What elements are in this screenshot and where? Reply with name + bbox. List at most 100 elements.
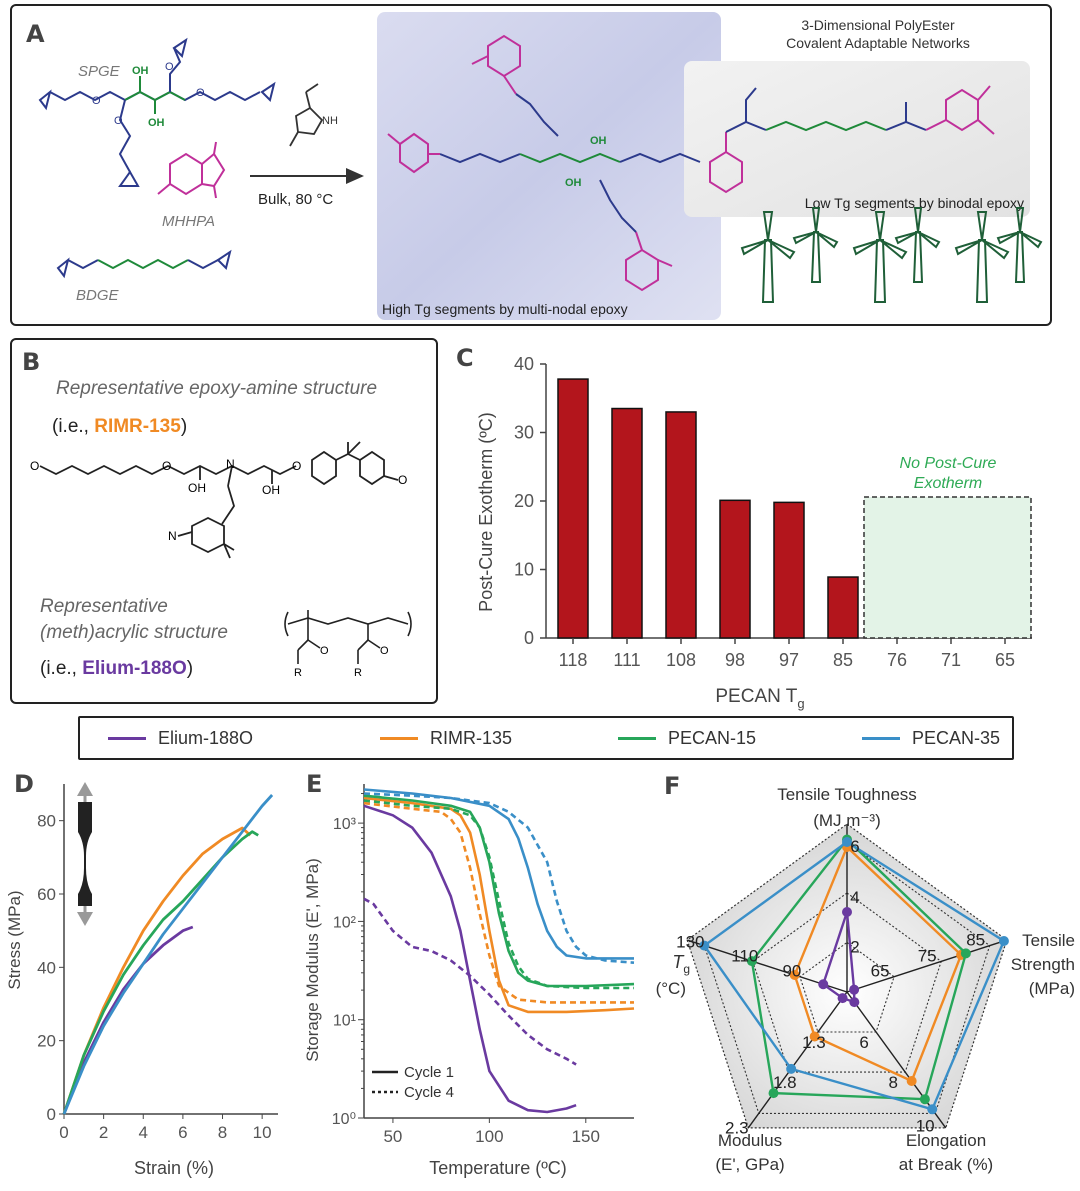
radar-tick-label: 6 bbox=[859, 1033, 868, 1052]
radar-polygon-pecan-15 bbox=[750, 837, 968, 1101]
b-o-left: O bbox=[30, 459, 39, 473]
radar-axis-name: Elongation bbox=[906, 1131, 986, 1150]
radar-spoke bbox=[747, 991, 848, 1129]
network-oh-1: OH bbox=[590, 135, 607, 147]
cycle4-label: Cycle 4 bbox=[404, 1084, 454, 1101]
chart-e-ytick-label: 10¹ bbox=[333, 1013, 356, 1030]
chart-c-xlabel: PECAN Tg bbox=[715, 686, 804, 711]
epoxy-amine-structure: O O N O O OH OH N bbox=[30, 441, 407, 559]
radar-point-rimr-135 bbox=[789, 970, 800, 981]
chart-c-ytick-label: 0 bbox=[524, 628, 534, 648]
acrylic-structure: O O R R bbox=[284, 610, 412, 679]
radar-point-rimr-135 bbox=[906, 1075, 917, 1086]
elium-prefix: (i.e., bbox=[40, 658, 83, 679]
property-radar-chart: 2 4 6 65 75 85 6 8 10 1.3 1.8 2.3 90 110 130 Tensile T… bbox=[656, 785, 1075, 1174]
pecan-title-line1: 3-Dimensional PolyEster bbox=[801, 17, 955, 33]
legend-label: RIMR-135 bbox=[430, 728, 513, 748]
chart-d-ylabel: Stress (MPa) bbox=[5, 890, 24, 989]
radar-point-elium-188o bbox=[849, 984, 860, 995]
radar-tick-label: 6 bbox=[850, 837, 859, 856]
catalyst-n-label: N bbox=[322, 115, 330, 127]
radar-tick-label: 1.3 bbox=[802, 1033, 826, 1052]
acrylic-o-1: O bbox=[320, 645, 329, 657]
spge-oh-2: OH bbox=[148, 117, 165, 129]
radar-axis-name: (MJ m⁻³) bbox=[813, 811, 881, 830]
bdge-label: BDGE bbox=[76, 287, 120, 304]
radar-axis-name: (E', GPa) bbox=[715, 1155, 784, 1174]
radar-tick-label: 2.3 bbox=[725, 1118, 749, 1137]
elium-suffix: ) bbox=[186, 658, 194, 679]
legend-label: PECAN-35 bbox=[912, 728, 1001, 748]
radar-point-pecan-15 bbox=[919, 1094, 930, 1105]
chart-c-xlabel-sub: g bbox=[797, 696, 804, 711]
acrylic-r-1: R bbox=[294, 667, 302, 679]
spge-label: SPGE bbox=[78, 63, 121, 80]
radar-axis-name: Strength bbox=[1011, 955, 1075, 974]
radar-ring bbox=[799, 941, 895, 1033]
radar-ticks: 2 4 6 65 75 85 6 8 10 1.3 1.8 2.3 90 110 130 bbox=[676, 837, 985, 1137]
chart-d-axes: 0 2 4 6 8 10 0 20 40 60 80 bbox=[37, 784, 278, 1142]
chart-d-ytick-label: 40 bbox=[37, 958, 56, 977]
legend-item-elium-188o: Elium-188O bbox=[108, 728, 253, 749]
cycle1-label: Cycle 1 bbox=[404, 1064, 454, 1081]
spge-molecule bbox=[38, 37, 276, 187]
stress-line-pecan-35 bbox=[62, 794, 274, 1115]
panel-e-label: E bbox=[306, 770, 323, 798]
series-legend: Elium-188O RIMR-135 PECAN-15 PECAN-35 bbox=[78, 716, 1014, 760]
radar-tick-label: 130 bbox=[676, 933, 704, 952]
radar-tick-label: 4 bbox=[850, 888, 859, 907]
chart-c-ytick-label: 10 bbox=[514, 560, 534, 580]
modulus-line-pecan-15-cycle-4- bbox=[363, 799, 634, 990]
rimr-example: (i.e., RIMR-135) bbox=[52, 416, 187, 438]
chart-d-lines bbox=[62, 794, 274, 1115]
chart-d-xtick-label: 2 bbox=[99, 1123, 108, 1142]
radar-point-rimr-135 bbox=[809, 1031, 820, 1042]
no-post-cure-line2: Exotherm bbox=[914, 475, 982, 492]
high-tg-caption: High Tg segments by multi-nodal epoxy bbox=[382, 301, 628, 317]
chart-e-ytick-label: 10² bbox=[333, 914, 357, 931]
b-oh-2: OH bbox=[262, 483, 280, 497]
radar-series bbox=[699, 834, 1009, 1115]
radar-point-pecan-15 bbox=[960, 948, 971, 959]
chart-d-xtick-label: 0 bbox=[59, 1123, 68, 1142]
radar-tick-label: 10 bbox=[916, 1116, 935, 1135]
low-tg-region bbox=[684, 61, 1030, 217]
modulus-line-rimr-135 bbox=[363, 796, 635, 1014]
panel-f-label: F bbox=[664, 772, 681, 800]
chart-e-ylabel: Storage Modulus (E', MPa) bbox=[303, 858, 322, 1062]
b-oh-1: OH bbox=[188, 481, 206, 495]
legend-swatch bbox=[380, 737, 418, 740]
chart-c-xtick-label: 97 bbox=[779, 650, 799, 670]
radar-axis-name-tg-sub: g bbox=[683, 962, 690, 976]
chart-c-xticks: 118 111 108 98 97 85 76 71 65 bbox=[559, 638, 1015, 670]
panel-a-label: A bbox=[26, 20, 45, 48]
legend-item-pecan-15: PECAN-15 bbox=[618, 728, 756, 749]
spge-oh-1: OH bbox=[132, 65, 149, 77]
radar-tick-label: 8 bbox=[888, 1073, 897, 1092]
elium-example: (i.e., Elium-188O) bbox=[40, 658, 193, 680]
legend-swatch bbox=[108, 737, 146, 740]
chart-c-xtick-label: 111 bbox=[613, 650, 640, 670]
chart-d-xtick-label: 8 bbox=[218, 1123, 227, 1142]
reaction-conditions: Bulk, 80 °C bbox=[258, 191, 333, 208]
radar-polygon-rimr-135 bbox=[793, 844, 963, 1083]
radar-tick-label: 1.8 bbox=[773, 1073, 797, 1092]
chart-d-xlabel: Strain (%) bbox=[134, 1158, 214, 1178]
chart-d-xtick-label: 4 bbox=[139, 1123, 148, 1142]
acrylic-o-2: O bbox=[380, 645, 389, 657]
radar-polygon-elium-188o bbox=[821, 911, 856, 1004]
radar-point-pecan-15 bbox=[768, 1088, 779, 1099]
radar-axis-names: Tensile Toughness (MJ m⁻³) Tensile Strength… bbox=[656, 785, 1075, 1174]
low-tg-caption: Low Tg segments by binodal epoxy bbox=[805, 195, 1024, 211]
bar-85 bbox=[827, 576, 859, 639]
spge-o-4: O bbox=[165, 61, 174, 73]
radar-point-pecan-15 bbox=[746, 956, 757, 967]
cycle-legend: Cycle 1 Cycle 4 bbox=[372, 1064, 454, 1101]
chart-c-bars bbox=[557, 378, 859, 639]
radar-tick-label: 65 bbox=[871, 962, 890, 981]
radar-tick-label: 75 bbox=[918, 946, 937, 965]
chart-e-ytick-label: 10⁰ bbox=[332, 1111, 356, 1128]
b-o-right: O bbox=[292, 459, 301, 473]
radar-point-elium-188o bbox=[842, 907, 852, 917]
legend-item-rimr-135: RIMR-135 bbox=[380, 728, 512, 749]
